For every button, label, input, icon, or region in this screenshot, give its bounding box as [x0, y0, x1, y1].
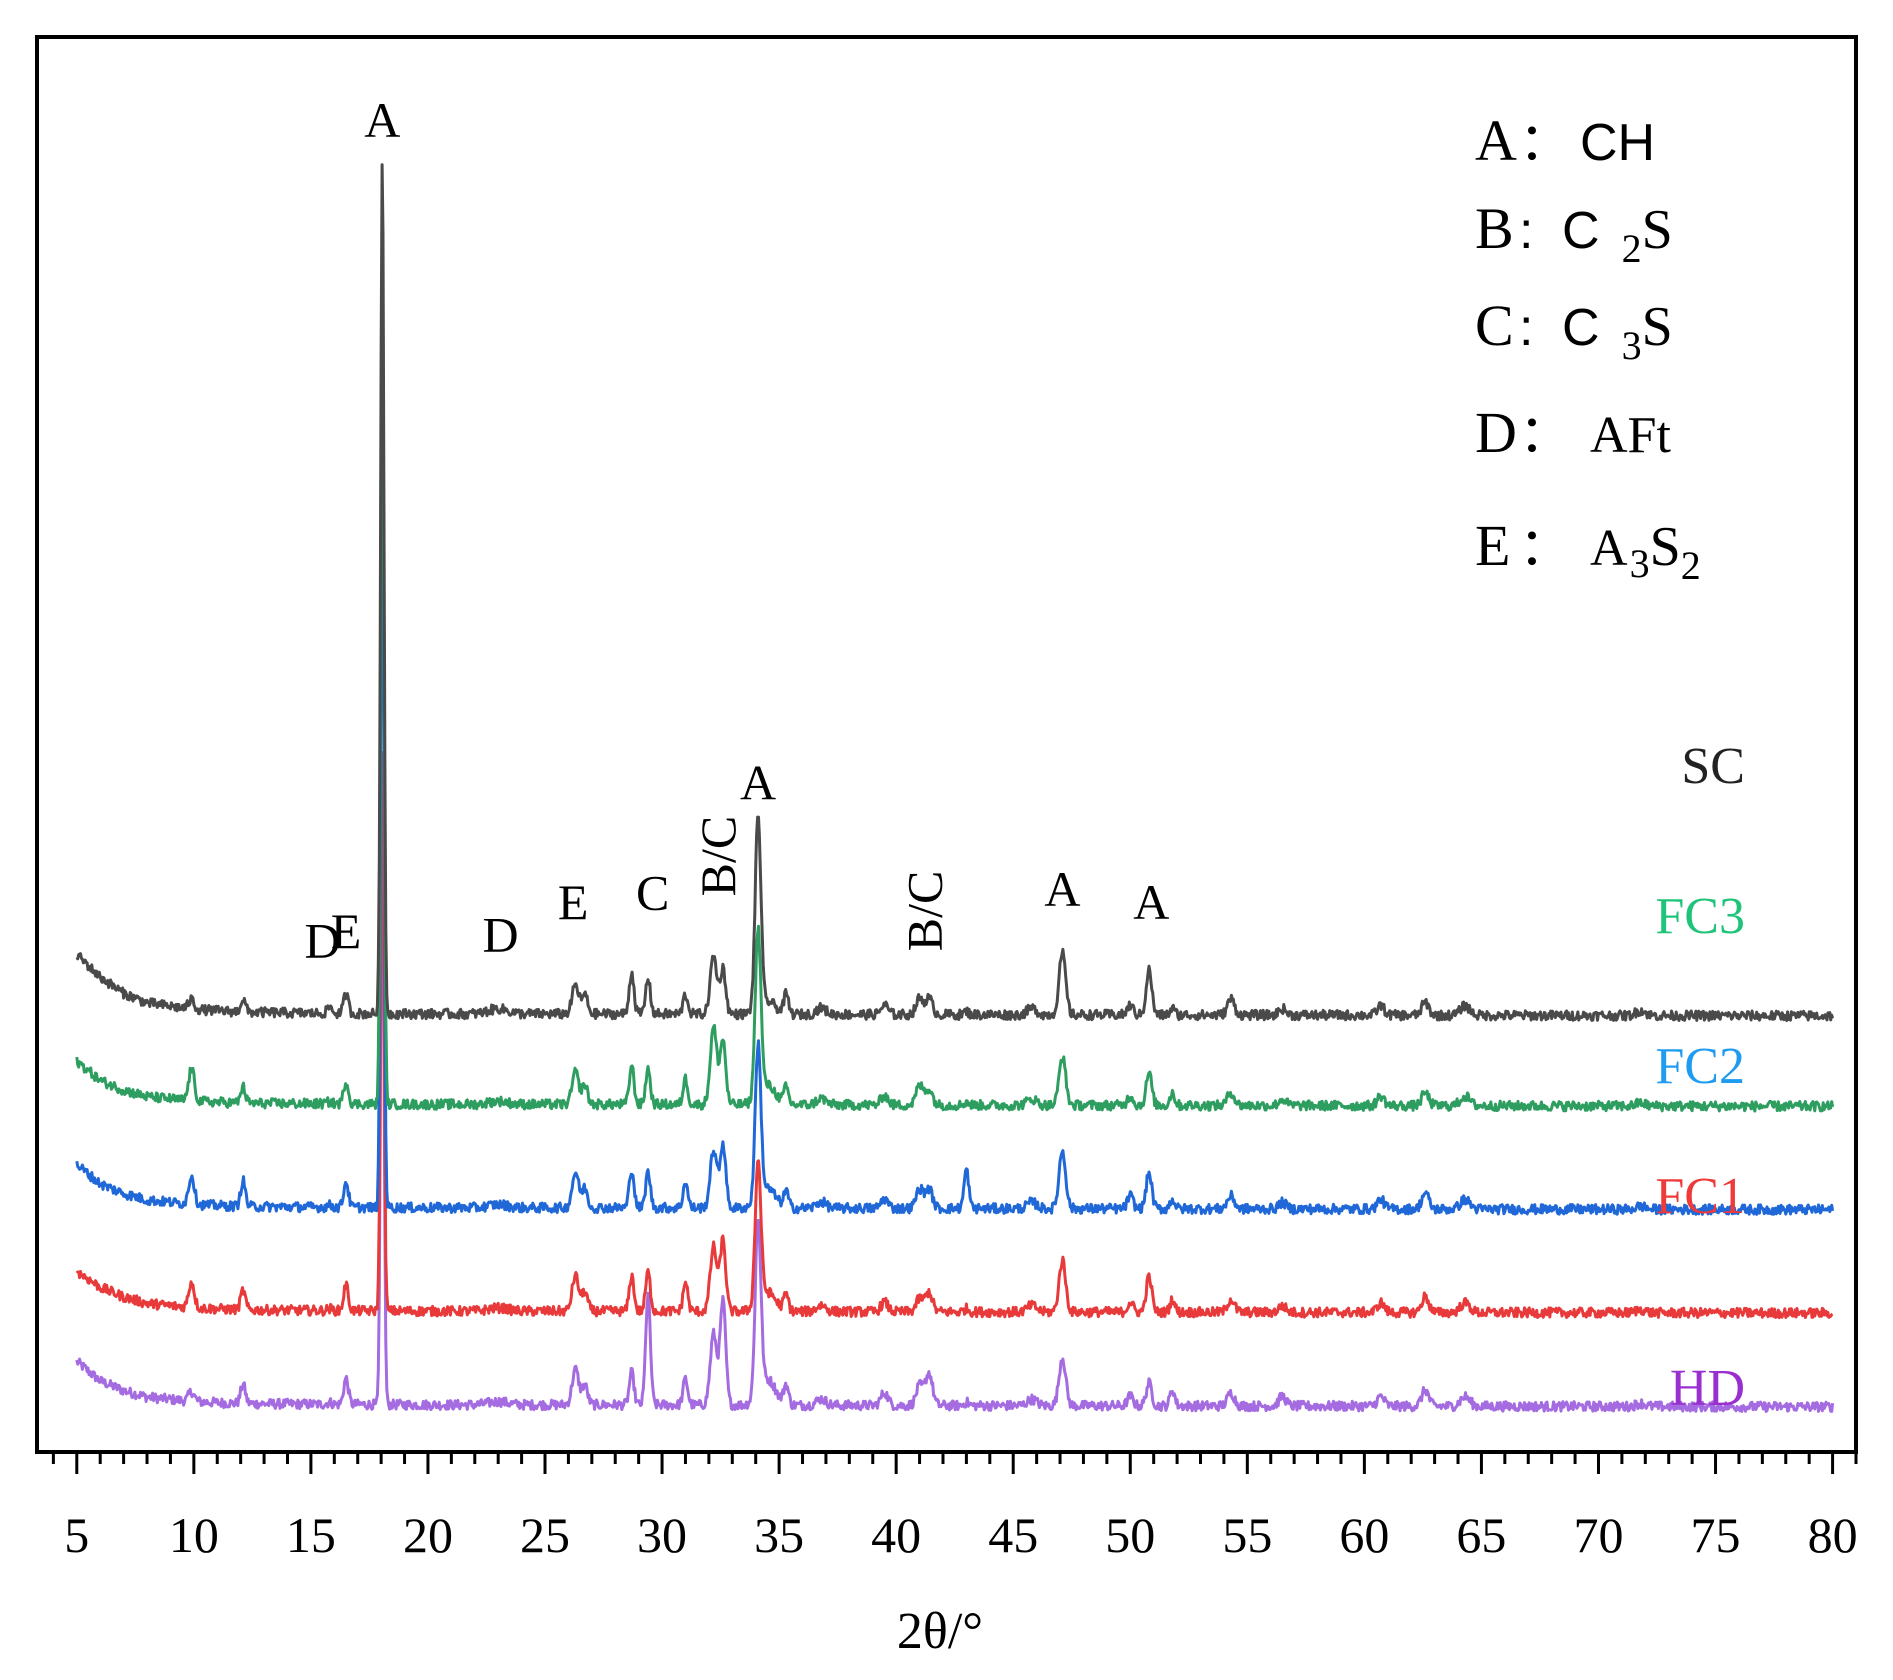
x-tick-label: 75	[1691, 1507, 1741, 1563]
phase-legend-subscript: 2	[1681, 543, 1701, 588]
x-tick-label: 30	[637, 1507, 687, 1563]
series-label-sc: SC	[1681, 738, 1745, 795]
series-label-fc3: FC3	[1655, 888, 1745, 945]
phase-legend-subscript: 3	[1630, 541, 1650, 586]
x-axis: 5 10 15 20 25 30 35 40 45 50 55 60 65 70 75 80	[51, 1452, 1858, 1563]
peak-label-b-c: B/C	[896, 871, 952, 952]
series-label-fc2: FC2	[1655, 1038, 1745, 1095]
x-axis-title: 2θ/°	[897, 1603, 983, 1660]
x-tick-label: 50	[1105, 1507, 1155, 1563]
phase-legend-key: D	[1475, 400, 1517, 465]
x-tick-label: 70	[1573, 1507, 1623, 1563]
peak-label-a: A	[364, 92, 400, 148]
plot-frame	[35, 35, 1858, 1454]
series-line-hd	[75, 806, 1835, 1413]
x-tick-label: 80	[1808, 1507, 1858, 1563]
x-tick-label: 20	[403, 1507, 453, 1563]
phase-legend-subscript: 2	[1622, 226, 1642, 271]
series-line-sc	[75, 163, 1835, 1022]
peak-label-b-c: B/C	[690, 816, 746, 897]
series-line-fc3	[75, 255, 1835, 1113]
phase-legend-rest: S	[1642, 199, 1673, 261]
phase-legend-row-e: E： A3S2	[1475, 513, 1701, 588]
peak-label-d: D	[305, 913, 341, 969]
series-label-hd: HD	[1670, 1360, 1745, 1417]
phase-legend-row-b: B: C 2S	[1475, 196, 1673, 271]
phase-legend-rest: S	[1642, 296, 1673, 358]
peak-label-e: E	[558, 874, 589, 930]
x-tick-label: 65	[1456, 1507, 1506, 1563]
phase-legend-separator: :	[1519, 202, 1533, 260]
x-tick-label: 55	[1222, 1507, 1272, 1563]
x-tick-label: 15	[286, 1507, 336, 1563]
phase-legend-key: B	[1475, 196, 1514, 261]
x-tick-label: 60	[1339, 1507, 1389, 1563]
phase-legend-row-c: C: C 3S	[1475, 293, 1673, 368]
series-line-fc1	[75, 751, 1834, 1320]
peak-label-a: A	[1044, 861, 1080, 917]
phase-legend-rest: S	[1650, 516, 1681, 578]
series-labels: HD FC1 FC2 FC3 SC	[1655, 738, 1745, 1417]
x-tick-label: 45	[988, 1507, 1038, 1563]
x-tick-label: 40	[871, 1507, 921, 1563]
peak-label-a: A	[1133, 874, 1169, 930]
x-tick-label: 25	[520, 1507, 570, 1563]
peak-label-e: E	[331, 903, 362, 959]
phase-legend-separator: ：	[1519, 519, 1571, 577]
peak-label-d: D	[482, 906, 518, 962]
x-tick-label: 10	[169, 1507, 219, 1563]
phase-legend-key: C	[1475, 293, 1514, 358]
series-label-fc1: FC1	[1655, 1168, 1745, 1225]
phase-legend-separator: :	[1519, 299, 1533, 357]
phase-legend-row-d: D： AFt	[1475, 400, 1671, 465]
x-tick-label: 5	[64, 1507, 89, 1563]
peak-label-c: C	[636, 864, 669, 920]
x-tick-label: 35	[754, 1507, 804, 1563]
phase-legend-key: E	[1475, 513, 1510, 578]
phase-legend-row-a: A： CH	[1475, 108, 1655, 173]
phase-legend-phase: CH	[1580, 114, 1655, 172]
phase-legend-subscript: 3	[1622, 323, 1642, 368]
series-layer	[75, 163, 1835, 1413]
peak-label-a: A	[740, 754, 776, 810]
phase-legend-key: A	[1475, 108, 1517, 173]
phase-legend-separator: ：	[1519, 114, 1571, 172]
phase-legend-phase: AFt	[1590, 407, 1671, 464]
phase-legend-separator: ：	[1519, 406, 1571, 464]
series-line-fc2	[75, 451, 1835, 1216]
